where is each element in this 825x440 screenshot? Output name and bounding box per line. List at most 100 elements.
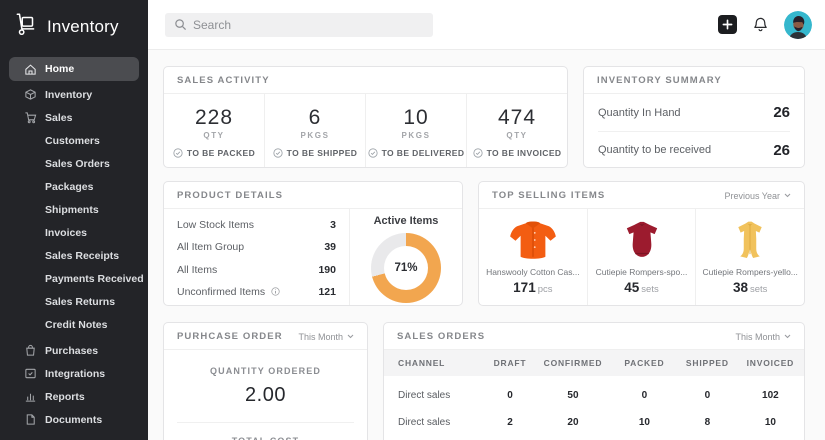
chevron-down-icon [784, 193, 791, 198]
chart-title: Active Items [373, 215, 439, 227]
search-input[interactable] [165, 12, 433, 37]
top-selling-items-panel: TOP SELLING ITEMS Previous Year [478, 181, 805, 306]
cell-confirmed: 50 [567, 390, 579, 401]
metric-to-be-delivered: 10 PKGS TO BE DELIVERED [366, 94, 467, 167]
sidebar-item-label: Shipments [45, 203, 99, 216]
user-avatar[interactable] [784, 10, 812, 39]
top-selling-item[interactable]: Hanswooly Cotton Cas... 171 pcs [479, 209, 588, 305]
sidebar-item-payments-received[interactable]: Payments Received [0, 267, 148, 290]
sidebar-item-inventory[interactable]: Inventory [0, 83, 148, 106]
quick-add-button[interactable] [718, 15, 737, 34]
cell-channel: Direct sales [398, 417, 451, 428]
column-header: SHIPPED [677, 350, 737, 376]
pd-label[interactable]: Low Stock Items [177, 219, 255, 231]
top-selling-item[interactable]: Cutiepie Rompers-yello... 38 sets [696, 209, 804, 305]
column-header: CHANNEL [384, 350, 485, 376]
summary-value: 26 [773, 104, 790, 121]
sidebar-item-shipments[interactable]: Shipments [0, 198, 148, 221]
column-header: PACKED [610, 350, 678, 376]
divider [177, 422, 354, 423]
sidebar-item-customers[interactable]: Customers [0, 129, 148, 152]
sidebar-item-sales-receipts[interactable]: Sales Receipts [0, 244, 148, 267]
cell-packed: 0 [641, 390, 648, 401]
cart-icon [24, 111, 37, 124]
sidebar-item-label: Inventory [45, 88, 93, 101]
metric-to-be-packed: 228 QTY TO BE PACKED [164, 94, 265, 167]
column-header: INVOICED [736, 350, 804, 376]
metric-status-link[interactable]: TO BE INVOICED [472, 148, 562, 158]
pd-value: 121 [318, 285, 336, 298]
check-circle-icon [273, 148, 283, 158]
sidebar-item-documents[interactable]: Documents [0, 408, 148, 431]
sidebar-item-label: Invoices [45, 226, 88, 239]
quantity-ordered-value: 2.00 [245, 384, 286, 406]
sidebar-item-sales-returns[interactable]: Sales Returns [0, 290, 148, 313]
sales-orders-table: CHANNEL DRAFT CONFIRMED PACKED SHIPPED I… [384, 350, 804, 436]
product-name: Cutiepie Rompers-spo... [595, 267, 688, 277]
notifications-bell-icon[interactable] [752, 16, 769, 33]
quantity-ordered-label: QUANTITY ORDERED [210, 366, 321, 376]
sidebar-item-packages[interactable]: Packages [0, 175, 148, 198]
info-icon[interactable] [271, 287, 280, 297]
sidebar-item-invoices[interactable]: Invoices [0, 221, 148, 244]
pd-value: 39 [324, 241, 336, 254]
integrations-icon [24, 367, 37, 380]
pd-label[interactable]: All Item Group [177, 241, 245, 254]
metric-to-be-invoiced: 474 QTY TO BE INVOICED [467, 94, 567, 167]
sidebar-item-credit-notes[interactable]: Credit Notes [0, 313, 148, 336]
metric-to-be-shipped: 6 PKGS TO BE SHIPPED [265, 94, 366, 167]
panel-title: SALES ORDERS [397, 331, 486, 342]
summary-label: Quantity to be received [598, 144, 712, 156]
column-header: CONFIRMED [535, 350, 611, 376]
list-item: Low Stock Items 3 [177, 219, 336, 231]
panel-title: PURHCASE ORDER [177, 331, 283, 342]
sidebar-item-sales-orders[interactable]: Sales Orders [0, 152, 148, 175]
sidebar-item-label: Credit Notes [45, 318, 108, 331]
top-selling-period-dropdown[interactable]: Previous Year [724, 191, 791, 201]
panel-title: INVENTORY SUMMARY [597, 75, 722, 86]
pd-value: 190 [318, 263, 336, 276]
sidebar-item-home[interactable]: Home [9, 57, 139, 81]
summary-row: Quantity to be received 26 [598, 131, 790, 167]
sidebar-item-label: Purchases [45, 344, 99, 357]
list-item: All Item Group 39 [177, 241, 336, 253]
chevron-down-icon [347, 334, 354, 339]
product-name: Hanswooly Cotton Cas... [486, 267, 580, 277]
product-image-maroon-romper [615, 216, 669, 264]
purchase-order-period-dropdown[interactable]: This Month [298, 332, 354, 342]
pd-label[interactable]: All Items [177, 263, 218, 276]
donut-percent-label: 71% [394, 262, 418, 274]
metric-status-link[interactable]: TO BE SHIPPED [273, 148, 358, 158]
sidebar-item-label: Integrations [45, 367, 106, 380]
sidebar-item-purchases[interactable]: Purchases [0, 339, 148, 362]
check-circle-icon [173, 148, 183, 158]
cell-invoiced: 102 [762, 390, 779, 401]
sidebar-item-reports[interactable]: Reports [0, 385, 148, 408]
sidebar-item-label: Payments Received [45, 272, 144, 285]
sidebar-item-sales[interactable]: Sales [0, 106, 148, 129]
metric-status-link[interactable]: TO BE DELIVERED [367, 148, 465, 158]
sidebar-item-label: Customers [45, 134, 100, 147]
metric-status-link[interactable]: TO BE PACKED [173, 148, 255, 158]
cell-shipped: 8 [704, 417, 711, 428]
cell-packed: 10 [638, 417, 650, 428]
metric-unit: PKGS [300, 131, 330, 140]
sidebar: Inventory Home Inventory Sales [0, 0, 148, 440]
sales-orders-period-dropdown[interactable]: This Month [735, 332, 791, 342]
home-icon [24, 63, 37, 76]
active-items-donut: 71% [371, 233, 441, 303]
topbar [148, 0, 825, 50]
pd-label[interactable]: Unconfirmed Items [177, 285, 266, 298]
product-details-panel: PRODUCT DETAILS Low Stock Items 3 All It… [163, 181, 463, 306]
search-icon [174, 18, 187, 31]
app-logo: Inventory [0, 0, 148, 55]
cell-shipped: 0 [704, 390, 711, 401]
column-header: DRAFT [484, 350, 536, 376]
top-selling-item[interactable]: Cutiepie Rompers-spo... 45 sets [588, 209, 697, 305]
sidebar-item-integrations[interactable]: Integrations [0, 362, 148, 385]
metric-value: 6 [308, 106, 322, 129]
product-image-yellow-romper [725, 216, 775, 264]
inventory-summary-panel: INVENTORY SUMMARY Quantity In Hand 26 Qu… [583, 66, 805, 168]
metric-value: 228 [194, 106, 234, 129]
